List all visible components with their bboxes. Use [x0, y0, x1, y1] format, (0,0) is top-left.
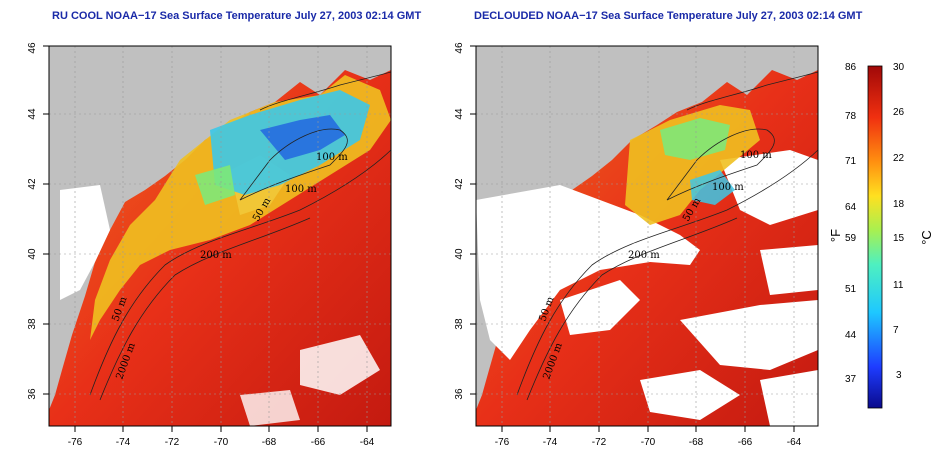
cloud-area — [300, 335, 380, 395]
cloud-area — [760, 245, 818, 295]
y-tick-label: 40 — [454, 248, 465, 260]
cloud-area — [240, 390, 300, 426]
colorbar-f-tick: 37 — [845, 374, 857, 385]
y-tick-label: 38 — [27, 318, 38, 330]
depth-contour — [239, 128, 348, 201]
colorbar-c-tick: 15 — [893, 233, 905, 244]
contour-label: 200 m — [628, 250, 660, 261]
cloud-area — [476, 185, 700, 360]
cloud-area — [720, 150, 818, 225]
land-mass — [49, 46, 391, 410]
depth-contour — [516, 149, 818, 396]
cool-water — [660, 118, 730, 160]
colorbar-c-tick: 18 — [893, 199, 905, 210]
colorbar-f-tick: 51 — [845, 284, 857, 295]
y-tick-label: 36 — [27, 388, 38, 400]
contour-label: 200 m — [200, 250, 232, 261]
x-tick-label: -76 — [495, 437, 510, 448]
y-tick-label: 46 — [27, 42, 38, 54]
x-tick-label: -66 — [738, 437, 753, 448]
y-tick-label: 44 — [454, 108, 465, 120]
depth-contour — [89, 149, 391, 396]
y-tick-label: 44 — [27, 108, 38, 120]
cold-water — [260, 115, 345, 160]
fahrenheit-unit-label: °F — [828, 228, 844, 243]
x-tick-label: -76 — [68, 437, 83, 448]
colorbar-f-tick: 86 — [845, 62, 857, 73]
cold-water — [690, 170, 735, 205]
map-panel-right: 100 m 100 m 50 m 200 m 50 m 2000 m — [476, 46, 818, 426]
cloud-area — [560, 280, 640, 335]
y-tick-label: 36 — [454, 388, 465, 400]
depth-contour — [526, 217, 738, 401]
colorbar — [867, 65, 883, 409]
x-tick-label: -64 — [787, 437, 802, 448]
panel-title-right: DECLOUDED NOAA−17 Sea Surface Temperatur… — [474, 10, 863, 22]
cloud-area — [60, 185, 110, 300]
colorbar-f-tick: 44 — [845, 330, 857, 341]
contour-label: 100 m — [316, 152, 348, 163]
y-tick-label: 42 — [454, 178, 465, 190]
map-frame-right — [475, 45, 819, 427]
x-tick-label: -68 — [689, 437, 704, 448]
x-tick-label: -70 — [214, 437, 229, 448]
x-tick-label: -70 — [641, 437, 656, 448]
y-tick-label: 42 — [27, 178, 38, 190]
x-tick-label: -74 — [116, 437, 131, 448]
x-axis-right: -76 -74 -72 -70 -68 -66 -64 — [495, 426, 802, 448]
x-tick-label: -64 — [360, 437, 375, 448]
panel-title-left: RU COOL NOAA−17 Sea Surface Temperature … — [52, 10, 422, 22]
cool-water — [195, 165, 235, 205]
colorbar-c-tick: 30 — [893, 62, 905, 73]
y-axis-left: 36 38 40 42 44 46 — [27, 42, 49, 400]
colorbar-f-tick: 64 — [845, 202, 857, 213]
contour-label: 100 m — [712, 182, 744, 193]
y-tick-label: 38 — [454, 318, 465, 330]
land-mass — [476, 46, 818, 410]
colorbar-c-tick: 3 — [896, 370, 902, 381]
cloud-area — [680, 300, 818, 370]
x-tick-label: -66 — [311, 437, 326, 448]
x-axis-left: -76 -74 -72 -70 -68 -66 -64 — [68, 426, 375, 448]
colorbar-c-tick: 11 — [893, 280, 904, 291]
map-frame-left — [48, 45, 392, 427]
celsius-unit-label: °C — [918, 230, 934, 245]
colorbar-c-tick: 22 — [893, 153, 905, 164]
x-tick-label: -72 — [165, 437, 180, 448]
colorbar-f-tick: 78 — [845, 111, 857, 122]
x-tick-label: -68 — [262, 437, 277, 448]
map-panel-left: 100 m 100 m 50 m 200 m 50 m 2000 m — [49, 46, 391, 426]
depth-contour — [99, 217, 311, 401]
depth-contour — [666, 128, 775, 201]
y-axis-right: 36 38 40 42 44 46 — [454, 42, 476, 400]
x-tick-label: -72 — [592, 437, 607, 448]
cloud-area — [640, 370, 740, 420]
colorbar-c-tick: 26 — [893, 107, 905, 118]
depth-contour — [259, 71, 391, 111]
x-tick-label: -74 — [543, 437, 558, 448]
cloud-area — [760, 370, 818, 426]
colorbar-f-tick: 59 — [845, 233, 857, 244]
contour-label: 100 m — [740, 150, 772, 161]
y-tick-label: 46 — [454, 42, 465, 54]
contour-label: 100 m — [285, 184, 317, 195]
colorbar-f-tick: 71 — [845, 156, 857, 167]
y-tick-label: 40 — [27, 248, 38, 260]
depth-contour — [686, 71, 818, 111]
colorbar-c-tick: 7 — [893, 325, 899, 336]
